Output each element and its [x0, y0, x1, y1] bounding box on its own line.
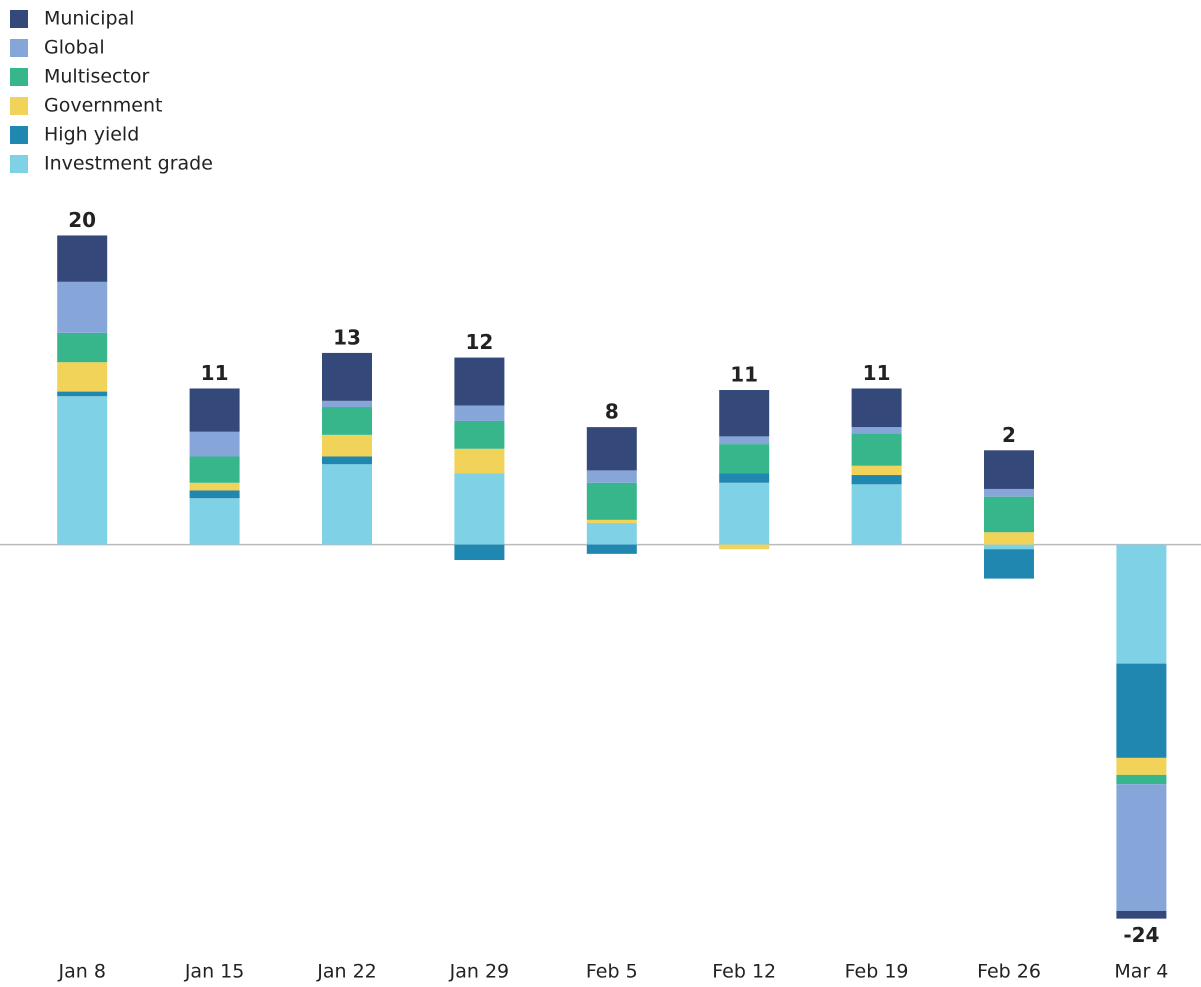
bar-segment — [719, 436, 770, 445]
bar-segment — [189, 456, 240, 483]
bar-segment — [984, 488, 1034, 497]
legend-swatch — [10, 39, 28, 57]
legend-label: Global — [44, 37, 105, 59]
total-label: 13 — [333, 325, 361, 349]
bar-segment — [719, 444, 770, 474]
bar-segment — [1116, 757, 1167, 775]
legend-swatch — [10, 126, 28, 144]
x-tick-label: Feb 5 — [586, 961, 638, 983]
bar-segment — [57, 396, 108, 545]
total-label: 11 — [201, 361, 229, 385]
legend-label: Government — [44, 95, 163, 117]
bar-segment — [1116, 910, 1167, 919]
bar-segment — [57, 391, 108, 397]
legend-swatch — [10, 155, 28, 173]
bar-segment — [454, 544, 505, 561]
bar-segment — [189, 482, 240, 491]
bar-segment — [851, 388, 902, 428]
bar-segment — [586, 482, 637, 520]
total-label: 12 — [465, 330, 493, 354]
bar-segment — [984, 532, 1034, 545]
legend-label: Investment grade — [44, 153, 213, 175]
bar-segment — [586, 427, 637, 471]
bar-segment — [189, 431, 240, 457]
bar-segment — [851, 427, 902, 434]
x-tick-label: Feb 26 — [977, 961, 1041, 983]
total-label: 11 — [863, 361, 891, 385]
bar-segment — [322, 352, 372, 401]
bar-segment — [322, 434, 372, 457]
legend-swatch — [10, 97, 28, 115]
bar-segment — [586, 544, 637, 554]
bar-segment — [322, 464, 372, 545]
total-label: 11 — [730, 363, 758, 387]
legend-swatch — [10, 10, 28, 28]
total-label: -24 — [1123, 923, 1159, 947]
bar-segment — [322, 400, 372, 408]
bar-segment — [984, 549, 1034, 579]
bar-segment — [57, 281, 108, 333]
bar-segment — [984, 496, 1034, 533]
bar-segment — [454, 473, 505, 545]
bar-segment — [719, 390, 770, 437]
bar-segment — [851, 465, 902, 476]
bar-segment — [586, 470, 637, 483]
bar-segment — [189, 490, 240, 499]
bar-segment — [1116, 663, 1167, 758]
bar-segment — [57, 332, 108, 363]
bar-segment — [189, 388, 240, 432]
x-tick-label: Feb 12 — [712, 961, 776, 983]
bar-segment — [189, 498, 240, 545]
legend-label: Municipal — [44, 8, 134, 30]
bar-segment — [851, 433, 902, 466]
bar-segment — [851, 484, 902, 545]
bar-segment — [586, 522, 637, 545]
total-label: 2 — [1002, 423, 1016, 447]
legend-label: High yield — [44, 124, 139, 146]
bar-segment — [322, 456, 372, 465]
x-tick-label: Jan 29 — [449, 961, 510, 983]
bar-segment — [322, 407, 372, 435]
bar-segment — [719, 473, 770, 483]
bar-segment — [1116, 784, 1167, 911]
x-tick-label: Jan 22 — [316, 961, 377, 983]
bar-segment — [719, 482, 770, 545]
legend-label: Multisector — [44, 66, 150, 88]
bar-segment — [454, 357, 505, 406]
x-tick-label: Jan 15 — [184, 961, 245, 983]
bar-segment — [586, 519, 637, 523]
total-label: 20 — [68, 208, 96, 232]
x-tick-label: Feb 19 — [845, 961, 909, 983]
bar-segment — [719, 544, 770, 550]
bar-segment — [984, 544, 1034, 550]
bar-segment — [57, 362, 108, 392]
bar-segment — [984, 450, 1034, 489]
bar-segment — [1116, 774, 1167, 785]
bar-segment — [57, 235, 108, 282]
legend-swatch — [10, 68, 28, 86]
bar-segment — [454, 448, 505, 474]
bar-segment — [454, 420, 505, 449]
bar-segment — [454, 405, 505, 421]
x-tick-label: Jan 8 — [57, 961, 105, 983]
x-tick-label: Mar 4 — [1114, 961, 1168, 983]
bar-segment — [851, 475, 902, 485]
total-label: 8 — [605, 400, 619, 424]
bar-segment — [1116, 544, 1167, 664]
